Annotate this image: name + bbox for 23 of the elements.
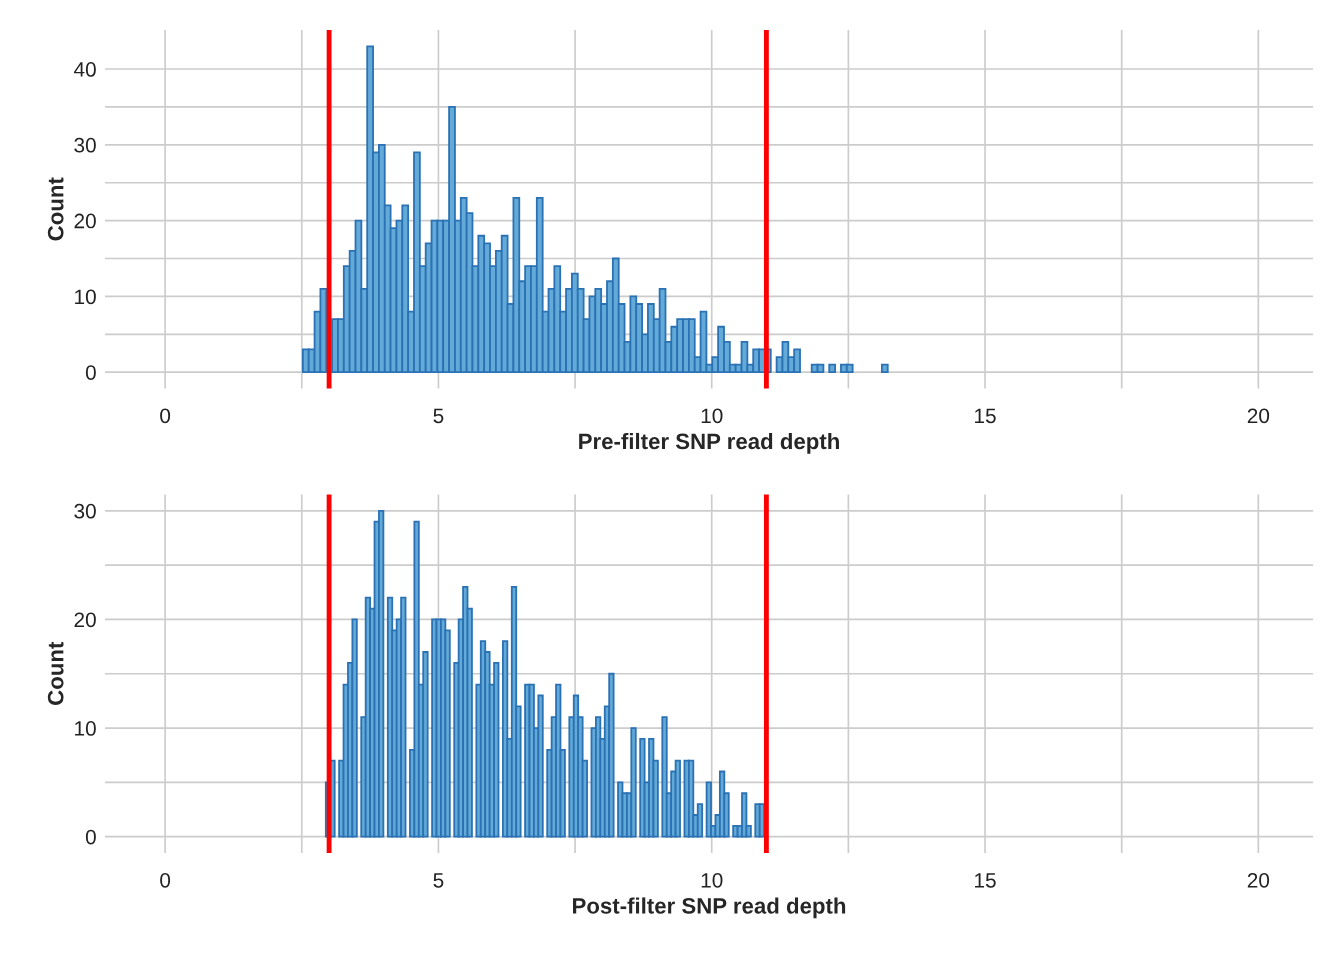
x-tick-label: 0 bbox=[160, 872, 171, 888]
x-tick-label: 20 bbox=[1247, 408, 1270, 424]
x-tick-label: 5 bbox=[433, 873, 444, 888]
x-axis-title: Pre-filter SNP read depth bbox=[579, 432, 839, 454]
x-tick-label: 5 bbox=[433, 408, 444, 424]
y-tick-label: 10 bbox=[75, 289, 96, 305]
y-tick-label: 40 bbox=[73, 62, 96, 77]
y-tick-label: 30 bbox=[74, 503, 96, 519]
x-tick-label: 10 bbox=[701, 872, 723, 888]
x-tick-label: 15 bbox=[975, 408, 996, 424]
y-axis-title: Count bbox=[47, 177, 64, 241]
y-tick-label: 20 bbox=[74, 213, 96, 229]
y-axis-title: Count bbox=[47, 641, 64, 705]
x-tick-label: 20 bbox=[1247, 872, 1270, 888]
x-tick-label: 10 bbox=[701, 408, 723, 424]
y-tick-label: 20 bbox=[74, 612, 96, 628]
y-tick-label: 0 bbox=[85, 829, 96, 845]
y-tick-label: 0 bbox=[85, 365, 96, 380]
x-tick-label: 0 bbox=[160, 408, 171, 424]
y-tick-label: 30 bbox=[74, 137, 96, 153]
y-tick-label: 10 bbox=[75, 721, 96, 736]
x-axis-title: Post-filter SNP read depth bbox=[573, 897, 846, 919]
x-tick-label: 15 bbox=[975, 873, 996, 888]
